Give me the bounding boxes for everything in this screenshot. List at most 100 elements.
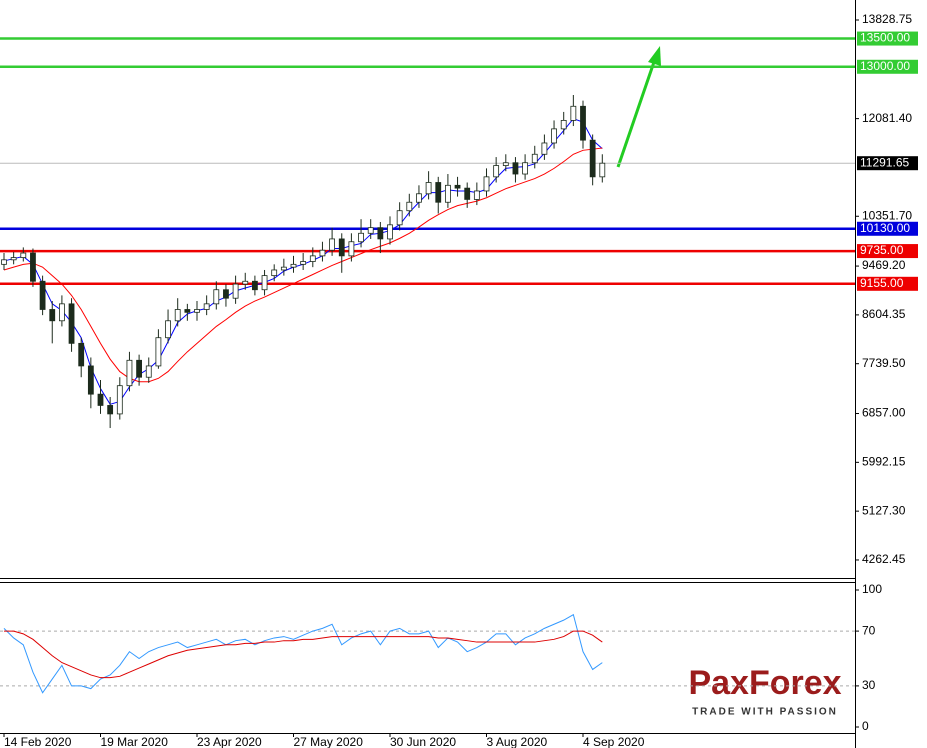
candle-body bbox=[68, 303, 75, 344]
candle-body bbox=[454, 184, 461, 189]
candle-body bbox=[309, 255, 316, 262]
x-tick-label: 23 Apr 2020 bbox=[197, 735, 262, 748]
indicator-line bbox=[4, 630, 603, 679]
y-tick-label: 100 bbox=[862, 582, 882, 596]
candle-body bbox=[444, 184, 451, 203]
y-tick-label: 8604.35 bbox=[862, 307, 906, 321]
candle-body bbox=[223, 289, 229, 299]
y-tick-label: 7739.50 bbox=[862, 356, 906, 370]
y-tick-label: 12081.40 bbox=[862, 111, 912, 125]
level-label: 13500.00 bbox=[860, 31, 910, 45]
current-price-label: 11291.65 bbox=[860, 155, 909, 169]
candle-body bbox=[232, 283, 239, 299]
candle-body bbox=[116, 385, 123, 415]
y-tick-label: 10351.70 bbox=[862, 208, 912, 222]
candle-body bbox=[184, 309, 191, 313]
candle-body bbox=[358, 232, 364, 243]
candle-body bbox=[464, 187, 471, 200]
level-label-box bbox=[857, 221, 918, 236]
current-price-box bbox=[857, 156, 918, 171]
candle-body bbox=[348, 241, 355, 257]
y-tick-label: 9469.20 bbox=[862, 258, 906, 272]
y-tick-label: 5992.15 bbox=[862, 455, 906, 469]
y-tick-label: 30 bbox=[862, 678, 876, 692]
candle-body bbox=[406, 201, 413, 212]
candle-body bbox=[49, 309, 56, 322]
candle-body bbox=[329, 238, 336, 251]
candle-body bbox=[493, 165, 500, 178]
forecast-arrow bbox=[616, 61, 656, 168]
candle-body bbox=[165, 320, 171, 339]
candle-body bbox=[1, 259, 7, 265]
candle-body bbox=[261, 275, 268, 291]
candle-body bbox=[319, 249, 326, 257]
forecast-arrowhead bbox=[648, 46, 661, 66]
candle-body bbox=[473, 190, 480, 200]
candle-body bbox=[194, 309, 200, 313]
candle-body bbox=[377, 227, 384, 240]
y-tick-label: 70 bbox=[862, 623, 876, 637]
x-tick-label: 19 Mar 2020 bbox=[101, 735, 169, 748]
candle-body bbox=[20, 252, 27, 258]
candle-body bbox=[78, 342, 85, 367]
candle-body bbox=[10, 257, 17, 261]
level-label: 13000.00 bbox=[860, 59, 910, 73]
candle-body bbox=[522, 162, 528, 175]
candle-body bbox=[589, 139, 596, 178]
level-label: 9735.00 bbox=[860, 243, 904, 257]
candle-body bbox=[300, 261, 307, 265]
level-label-box bbox=[857, 59, 918, 74]
level-label: 10130.00 bbox=[860, 221, 910, 235]
candle-body bbox=[531, 153, 538, 164]
candle-body bbox=[541, 142, 548, 155]
candle-body bbox=[213, 289, 220, 305]
candle-body bbox=[174, 309, 181, 322]
x-tick-label: 27 May 2020 bbox=[294, 735, 364, 748]
level-label-box bbox=[857, 244, 918, 259]
y-tick-label: 4262.45 bbox=[862, 552, 906, 566]
candle-body bbox=[203, 303, 210, 310]
logo-tagline: TRADE WITH PASSION bbox=[692, 707, 838, 718]
y-tick-label: 0 bbox=[862, 719, 869, 733]
candle-body bbox=[30, 252, 36, 282]
candle-body bbox=[580, 105, 586, 141]
candle-body bbox=[512, 162, 519, 175]
y-tick-label: 6857.00 bbox=[862, 406, 906, 420]
candle-body bbox=[416, 193, 422, 203]
candle-body bbox=[435, 182, 442, 203]
candle-body bbox=[599, 162, 606, 178]
x-tick-label: 14 Feb 2020 bbox=[4, 735, 72, 748]
level-label: 9155.00 bbox=[860, 276, 904, 290]
x-tick-label: 4 Sep 2020 bbox=[583, 735, 645, 748]
y-tick-label: 13828.75 bbox=[862, 12, 912, 26]
candle-body bbox=[242, 280, 249, 285]
candle-body bbox=[280, 266, 287, 271]
candle-body bbox=[59, 303, 65, 322]
logo: PaxForex bbox=[688, 664, 841, 702]
candle-body bbox=[155, 337, 162, 367]
x-tick-label: 30 Jun 2020 bbox=[390, 735, 456, 748]
level-label-box bbox=[857, 31, 918, 46]
candle-body bbox=[367, 227, 374, 234]
candle-body bbox=[136, 359, 143, 378]
candle-body bbox=[396, 210, 403, 226]
candle-body bbox=[87, 365, 94, 395]
indicator-line bbox=[3, 613, 603, 694]
candle-body bbox=[560, 119, 567, 130]
candle-body bbox=[107, 405, 114, 415]
candle-body bbox=[39, 280, 46, 310]
candle-body bbox=[271, 269, 278, 277]
candle-body bbox=[551, 128, 557, 144]
candle-body bbox=[97, 393, 104, 406]
candle-body bbox=[251, 280, 258, 291]
candle-body bbox=[145, 365, 152, 378]
candle-body bbox=[483, 176, 490, 192]
candle-body bbox=[502, 162, 509, 166]
candle-body bbox=[570, 105, 577, 121]
candle-body bbox=[290, 263, 297, 268]
candle-body bbox=[126, 359, 133, 387]
x-tick-label: 3 Aug 2020 bbox=[487, 735, 548, 748]
candle-body bbox=[338, 238, 345, 257]
